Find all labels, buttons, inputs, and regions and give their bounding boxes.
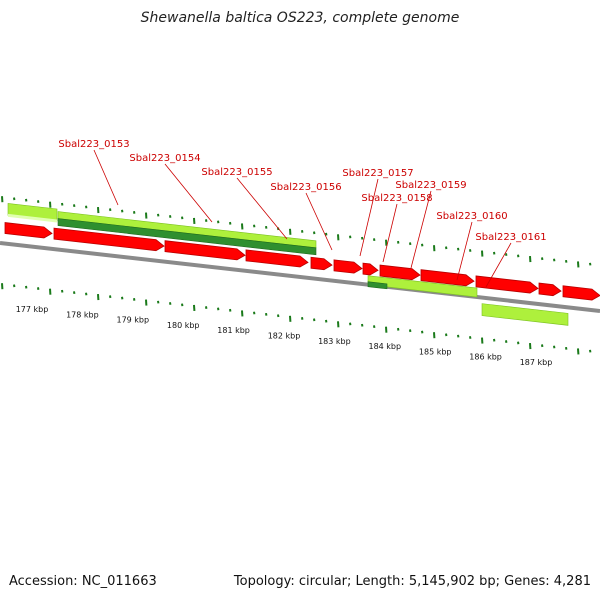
- cog-track-dark: [57, 218, 317, 256]
- cog-track-light: [481, 303, 569, 326]
- kbp-label: 183 kbp: [318, 337, 351, 346]
- kbp-label: 180 kbp: [167, 321, 200, 330]
- cds-arrow: [379, 264, 421, 281]
- cds-arrow: [562, 285, 600, 301]
- cds-arrow: [53, 227, 165, 252]
- gene-leader-line: [382, 203, 398, 263]
- gene-leader-line: [456, 221, 473, 281]
- gene-leader-line: [236, 177, 288, 240]
- cog-track-dark: [367, 281, 388, 290]
- gene-label: Sbal223_0158: [361, 193, 432, 204]
- cds-arrow: [475, 275, 539, 294]
- gene-leader-line: [164, 163, 213, 223]
- kbp-label: 182 kbp: [268, 332, 301, 341]
- cds-arrow: [362, 262, 379, 276]
- kbp-label: 184 kbp: [368, 342, 401, 351]
- gene-leader-line: [93, 149, 119, 206]
- kbp-label: 186 kbp: [469, 353, 502, 362]
- cds-arrow: [4, 222, 53, 239]
- gene-leader-line: [305, 192, 333, 251]
- gene-label: Sbal223_0161: [475, 232, 546, 243]
- gene-leader-line: [410, 190, 432, 269]
- kbp-label: 177 kbp: [16, 305, 49, 314]
- map-title: Shewanella baltica OS223, complete genom…: [140, 10, 460, 26]
- cog-track-light: [8, 213, 57, 223]
- kbp-label: 185 kbp: [419, 347, 452, 356]
- gene-label: Sbal223_0154: [129, 153, 200, 164]
- cds-arrow: [310, 256, 333, 271]
- gene-label: Sbal223_0157: [342, 168, 413, 179]
- gene-label: Sbal223_0159: [395, 180, 466, 191]
- kbp-label: 178 kbp: [66, 310, 99, 319]
- backbone-layer: [0, 241, 600, 313]
- gene-label: Sbal223_0153: [58, 139, 129, 150]
- cds-arrow: [333, 259, 363, 274]
- gene-leader-line: [359, 178, 379, 257]
- kbp-label: 181 kbp: [217, 326, 250, 335]
- cds-arrow: [164, 240, 246, 261]
- gene-label: Sbal223_0155: [201, 167, 272, 178]
- genome-summary-text: Topology: circular; Length: 5,145,902 bp…: [233, 574, 591, 589]
- feature-layer: [4, 203, 600, 326]
- gene-label: Sbal223_0160: [436, 211, 507, 222]
- accession-text: Accession: NC_011663: [9, 574, 157, 589]
- kbp-label-layer: 177 kbp 178 kbp 179 kbp 180 kbp 181 kbp 182 k…: [16, 305, 553, 367]
- kbp-label: 179 kbp: [116, 316, 149, 325]
- gene-label: Sbal223_0156: [270, 182, 341, 193]
- genome-backbone: [0, 241, 600, 313]
- kbp-label: 187 kbp: [520, 358, 553, 367]
- cds-arrow: [538, 282, 562, 297]
- cds-arrow: [245, 249, 309, 268]
- ruler-ticks: [1, 196, 592, 355]
- gene-leader-line: [485, 242, 512, 288]
